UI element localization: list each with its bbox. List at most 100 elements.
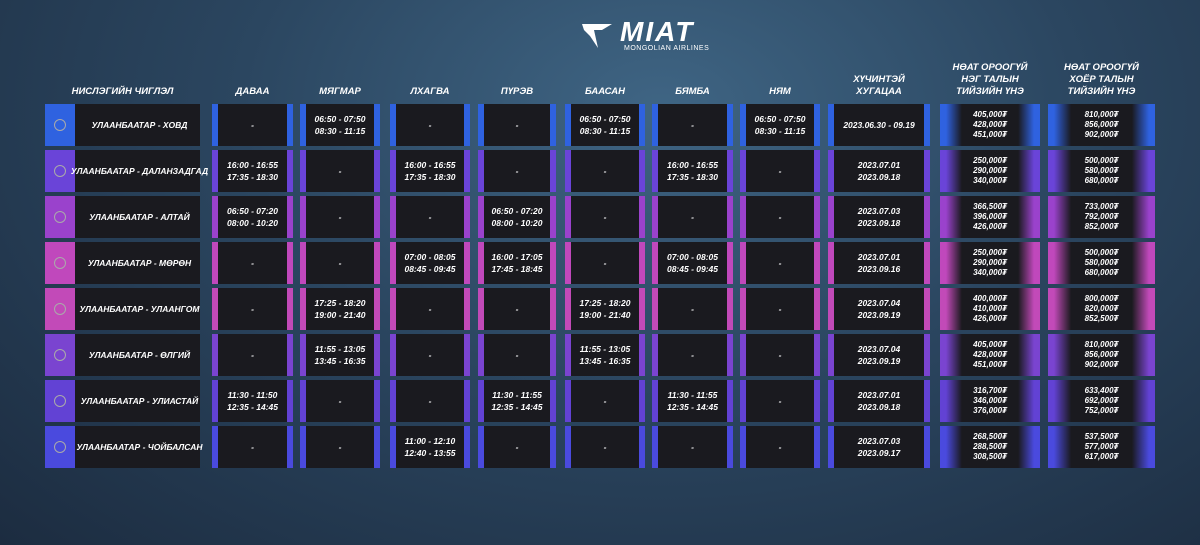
cell-text: 340,000₮ bbox=[973, 176, 1007, 185]
cell-text: 451,000₮ bbox=[973, 360, 1007, 369]
cell-text: УЛААНБААТАР - МӨРӨН bbox=[87, 258, 192, 268]
cell-text: - bbox=[515, 166, 519, 176]
cell-text: 810,000₮ bbox=[1084, 110, 1119, 119]
cell-text: - bbox=[691, 120, 694, 130]
cell-text: ЛХАГВА bbox=[410, 86, 450, 97]
schedule-cell: - bbox=[565, 196, 645, 238]
cell-text: - bbox=[778, 166, 782, 176]
cell-text: УЛААНБААТАР - ӨЛГИЙ bbox=[88, 350, 191, 360]
schedule-cell: - bbox=[565, 380, 645, 422]
cell-text: 13:45 - 16:35 bbox=[314, 356, 366, 366]
cell-text: 250,000₮ bbox=[973, 248, 1007, 257]
schedule-cell: 06:50 - 07:50 08:30 - 11:15 bbox=[300, 104, 380, 146]
cell-text: - bbox=[603, 166, 607, 176]
cell-text: 268,500₮ bbox=[973, 432, 1007, 441]
schedule-cell: - bbox=[390, 104, 470, 146]
cell-text: 19:00 - 21:40 bbox=[314, 310, 366, 320]
logo: MIAT MONGOLIAN AIRLINES bbox=[580, 16, 710, 56]
cell-text: УЛААНБААТАР - УЛИАСТАЙ bbox=[80, 396, 199, 406]
cell-text: - bbox=[338, 442, 342, 452]
schedule-cell: 810,000₮ 856,000₮ 902,000₮ bbox=[1048, 104, 1155, 146]
schedule-cell: - bbox=[390, 380, 470, 422]
logo-subtitle: MONGOLIAN AIRLINES bbox=[624, 45, 710, 52]
route-icon bbox=[54, 303, 66, 315]
route-cell: УЛААНБААТАР - ЧОЙБАЛСАН bbox=[45, 426, 202, 468]
cell-text: 16:00 - 16:55 bbox=[666, 160, 719, 170]
cell-text: - bbox=[428, 304, 432, 314]
cell-text: 426,000₮ bbox=[973, 314, 1007, 323]
column-header: НӨАТ ОРООГҮЙ ХОЁР ТАЛЫН ТИЙЗИЙН ҮНЭ bbox=[1048, 50, 1155, 98]
logo-mark bbox=[582, 24, 612, 48]
schedule-cell: 16:00 - 16:55 17:35 - 18:30 bbox=[652, 150, 733, 192]
schedule-cell: 2023.07.01 2023.09.18 bbox=[828, 150, 930, 192]
cell-text: ХОЁР ТАЛЫН bbox=[1069, 74, 1134, 85]
column-header: ЛХАГВА bbox=[390, 50, 470, 98]
cell-text: 366,500₮ bbox=[973, 202, 1007, 211]
route-cell: УЛААНБААТАР - ХОВД bbox=[45, 104, 200, 146]
schedule-cell: 06:50 - 07:50 08:30 - 11:15 bbox=[740, 104, 820, 146]
schedule-cell: 316,700₮ 346,000₮ 376,000₮ bbox=[940, 380, 1040, 422]
cell-text: 856,000₮ bbox=[1084, 350, 1119, 359]
cell-text: 11:55 - 13:05 bbox=[579, 344, 631, 354]
cell-text: - bbox=[515, 350, 519, 360]
cell-text: 2023.07.01 bbox=[857, 252, 901, 262]
cell-text: - bbox=[778, 350, 782, 360]
cell-text: - bbox=[603, 212, 607, 222]
schedule-cell: - bbox=[300, 380, 380, 422]
cell-text: - bbox=[778, 258, 782, 268]
cell-text: - bbox=[691, 304, 694, 314]
schedule-cell: - bbox=[212, 426, 293, 468]
cell-text: ХУГАЦАА bbox=[856, 86, 902, 97]
schedule-cell: - bbox=[652, 426, 733, 468]
cell-text: - bbox=[251, 304, 254, 314]
cell-text: 17:25 - 18:20 bbox=[579, 298, 631, 308]
cell-text: - bbox=[778, 442, 782, 452]
cell-text: - bbox=[251, 258, 254, 268]
schedule-cell: - bbox=[300, 242, 380, 284]
cell-text: 11:30 - 11:55 bbox=[667, 390, 718, 400]
schedule-cell: - bbox=[212, 334, 293, 376]
schedule-cell: 16:00 - 16:55 17:35 - 18:30 bbox=[212, 150, 293, 192]
schedule-cell: 11:55 - 13:05 13:45 - 16:35 bbox=[565, 334, 645, 376]
cell-text: 405,000₮ bbox=[973, 340, 1007, 349]
cell-text: - bbox=[428, 212, 432, 222]
cell-text: 856,000₮ bbox=[1084, 120, 1119, 129]
cell-text: ХҮЧИНТЭЙ bbox=[853, 74, 905, 85]
schedule-cell: - bbox=[740, 380, 820, 422]
cell-text: 428,000₮ bbox=[973, 120, 1007, 129]
cell-text: 17:35 - 18:30 bbox=[666, 172, 719, 182]
schedule-cell: - bbox=[300, 426, 380, 468]
schedule-cell: 810,000₮ 856,000₮ 902,000₮ bbox=[1048, 334, 1155, 376]
schedule-cell: 2023.07.04 2023.09.19 bbox=[828, 334, 930, 376]
cell-text: 288,500₮ bbox=[973, 442, 1007, 451]
cell-text: - bbox=[338, 212, 342, 222]
schedule-cell: - bbox=[652, 334, 733, 376]
cell-text: - bbox=[691, 212, 694, 222]
cell-text: - bbox=[251, 350, 254, 360]
cell-text: 752,000₮ bbox=[1084, 406, 1119, 415]
schedule-cell: 250,000₮ 290,000₮ 340,000₮ bbox=[940, 150, 1040, 192]
schedule-cell: - bbox=[740, 288, 820, 330]
cell-text: 06:50 - 07:20 bbox=[226, 206, 279, 216]
schedule-cell: - bbox=[565, 426, 645, 468]
cell-text: 11:30 - 11:55 bbox=[492, 390, 542, 400]
cell-text: 17:35 - 18:30 bbox=[404, 172, 456, 182]
cell-text: 405,000₮ bbox=[973, 110, 1007, 119]
cell-text: 2023.07.03 bbox=[857, 436, 901, 446]
schedule-cell: - bbox=[478, 288, 556, 330]
cell-text: 451,000₮ bbox=[973, 130, 1007, 139]
schedule-cell: - bbox=[390, 288, 470, 330]
route-cell: УЛААНБААТАР - АЛТАЙ bbox=[45, 196, 200, 238]
schedule-cell: - bbox=[652, 104, 733, 146]
cell-text: - bbox=[251, 442, 254, 452]
cell-text: 17:45 - 18:45 bbox=[491, 264, 543, 274]
cell-text: - bbox=[603, 396, 607, 406]
route-icon bbox=[54, 165, 66, 177]
cell-text: 428,000₮ bbox=[973, 350, 1007, 359]
column-header: НИСЛЭГИЙН ЧИГЛЭЛ bbox=[45, 50, 200, 98]
schedule-cell: 06:50 - 07:50 08:30 - 11:15 bbox=[565, 104, 645, 146]
schedule-cell: 2023.07.03 2023.09.18 bbox=[828, 196, 930, 238]
cell-text: 2023.09.19 bbox=[857, 310, 901, 320]
cell-text: БААСАН bbox=[585, 86, 625, 97]
